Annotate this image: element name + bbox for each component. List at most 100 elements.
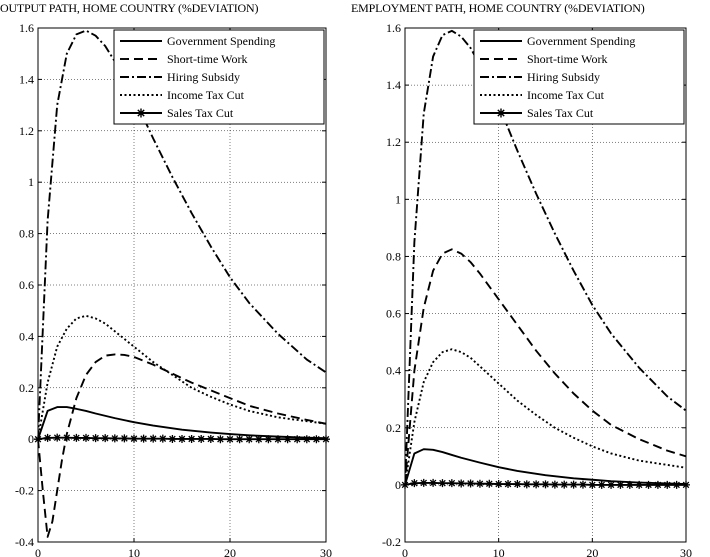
series-point bbox=[168, 434, 177, 443]
series-point bbox=[322, 435, 330, 444]
legend-marker bbox=[496, 108, 506, 118]
series-point bbox=[283, 435, 292, 444]
x-tick-label: 30 bbox=[320, 546, 332, 557]
legend-label: Short-time Work bbox=[527, 52, 607, 66]
series-point bbox=[560, 480, 569, 489]
series-point bbox=[197, 434, 206, 443]
series-point bbox=[644, 480, 653, 489]
series-point bbox=[206, 434, 215, 443]
series-point bbox=[682, 480, 690, 489]
series-point bbox=[120, 434, 129, 443]
output-path-plot: -0.4 -0.2 0 0.2 0.4 0.6 0.8 1 1.2 1.4 1.6 0 10 20 30 Go… bbox=[15, 21, 332, 557]
y-tick-label: 1.4 bbox=[386, 78, 401, 92]
series-point bbox=[235, 435, 244, 444]
y-tick-label: 0.4 bbox=[386, 364, 401, 378]
series-line-income-tax-cut bbox=[38, 314, 326, 440]
legend-label: Government Spending bbox=[527, 34, 635, 48]
y-tick-label: 0.8 bbox=[19, 227, 34, 241]
series-point bbox=[110, 434, 119, 443]
y-tick-label: 1.2 bbox=[19, 124, 34, 138]
series-point bbox=[485, 479, 494, 488]
x-tick-label: 0 bbox=[402, 546, 408, 557]
y-tick-label: 1 bbox=[395, 192, 401, 206]
legend-label: Hiring Subsidy bbox=[167, 70, 240, 84]
plot-frame bbox=[37, 27, 327, 543]
series-point bbox=[532, 480, 541, 489]
series-point bbox=[91, 434, 100, 443]
series-point bbox=[53, 433, 62, 442]
series-point bbox=[139, 434, 148, 443]
chart-title: EMPLOYMENT PATH, HOME COUNTRY (%DEVIATIO… bbox=[351, 1, 645, 15]
series-point bbox=[149, 434, 158, 443]
series-point bbox=[578, 480, 587, 489]
series-point bbox=[541, 480, 550, 489]
series-point bbox=[597, 480, 606, 489]
series-point bbox=[466, 479, 475, 488]
y-tick-label: 0 bbox=[395, 478, 401, 492]
series-point bbox=[245, 435, 254, 444]
y-tick-label: 1 bbox=[28, 175, 34, 189]
series-point bbox=[158, 434, 167, 443]
series-point bbox=[302, 435, 311, 444]
legend-marker bbox=[136, 108, 146, 118]
y-tick-label: 0.8 bbox=[386, 249, 401, 263]
series-point bbox=[187, 434, 196, 443]
y-tick-label: 1.6 bbox=[386, 21, 401, 35]
series-point bbox=[475, 479, 484, 488]
series-point bbox=[504, 480, 513, 489]
series-point bbox=[616, 480, 625, 489]
y-tick-label: 0.2 bbox=[19, 381, 34, 395]
y-tick-label: 0 bbox=[28, 432, 34, 446]
series-point bbox=[419, 478, 428, 487]
series-point bbox=[62, 433, 71, 442]
series-point bbox=[569, 480, 578, 489]
series-point bbox=[447, 479, 456, 488]
series-point bbox=[293, 435, 302, 444]
x-tick-label: 30 bbox=[680, 546, 692, 557]
employment-path-plot: -0.200.20.40.60.811.21.41.60 10 20 30Govern… bbox=[382, 21, 692, 557]
legend-label: Sales Tax Cut bbox=[527, 106, 594, 120]
legend-label: Income Tax Cut bbox=[167, 88, 245, 102]
series-point bbox=[226, 435, 234, 444]
series-line-government-spending bbox=[38, 406, 326, 440]
y-tick-label: 0.6 bbox=[19, 278, 34, 292]
legend-label: Hiring Subsidy bbox=[527, 70, 600, 84]
y-tick-label: -0.2 bbox=[15, 484, 34, 498]
series-point bbox=[312, 435, 321, 444]
series-point bbox=[72, 433, 81, 442]
series-point bbox=[522, 480, 531, 489]
x-tick-label: 0 bbox=[35, 546, 41, 557]
x-tick-label: 10 bbox=[493, 546, 505, 557]
series-point bbox=[550, 480, 559, 489]
series-point bbox=[43, 433, 52, 442]
legend-label: Short-time Work bbox=[167, 52, 247, 66]
series-point bbox=[254, 435, 263, 444]
series-point bbox=[672, 480, 681, 489]
y-tick-label: 0.2 bbox=[386, 421, 401, 435]
plot-frame bbox=[404, 27, 687, 543]
series-point bbox=[130, 434, 138, 443]
series-point bbox=[216, 435, 225, 444]
series-point bbox=[607, 480, 616, 489]
series-point bbox=[178, 434, 186, 443]
series-point bbox=[429, 478, 438, 487]
series-point bbox=[494, 480, 503, 489]
chart-title: OUTPUT PATH, HOME COUNTRY (%DEVIATION) bbox=[0, 1, 259, 15]
legend-label: Income Tax Cut bbox=[527, 88, 605, 102]
y-tick-label: -0.4 bbox=[15, 535, 34, 549]
series-point bbox=[663, 480, 672, 489]
series-point bbox=[635, 480, 644, 489]
series-point bbox=[457, 479, 466, 488]
legend-label: Government Spending bbox=[167, 34, 275, 48]
series-point bbox=[410, 479, 419, 488]
y-tick-label: 1.6 bbox=[19, 21, 34, 35]
series-point bbox=[264, 435, 273, 444]
series-line-short-time-work bbox=[405, 248, 686, 485]
series-point bbox=[653, 480, 662, 489]
series-point bbox=[438, 479, 447, 488]
legend-label: Sales Tax Cut bbox=[167, 106, 234, 120]
x-tick-label: 10 bbox=[128, 546, 140, 557]
series-point bbox=[513, 480, 522, 489]
x-tick-label: 20 bbox=[586, 546, 598, 557]
series-point bbox=[82, 433, 90, 442]
